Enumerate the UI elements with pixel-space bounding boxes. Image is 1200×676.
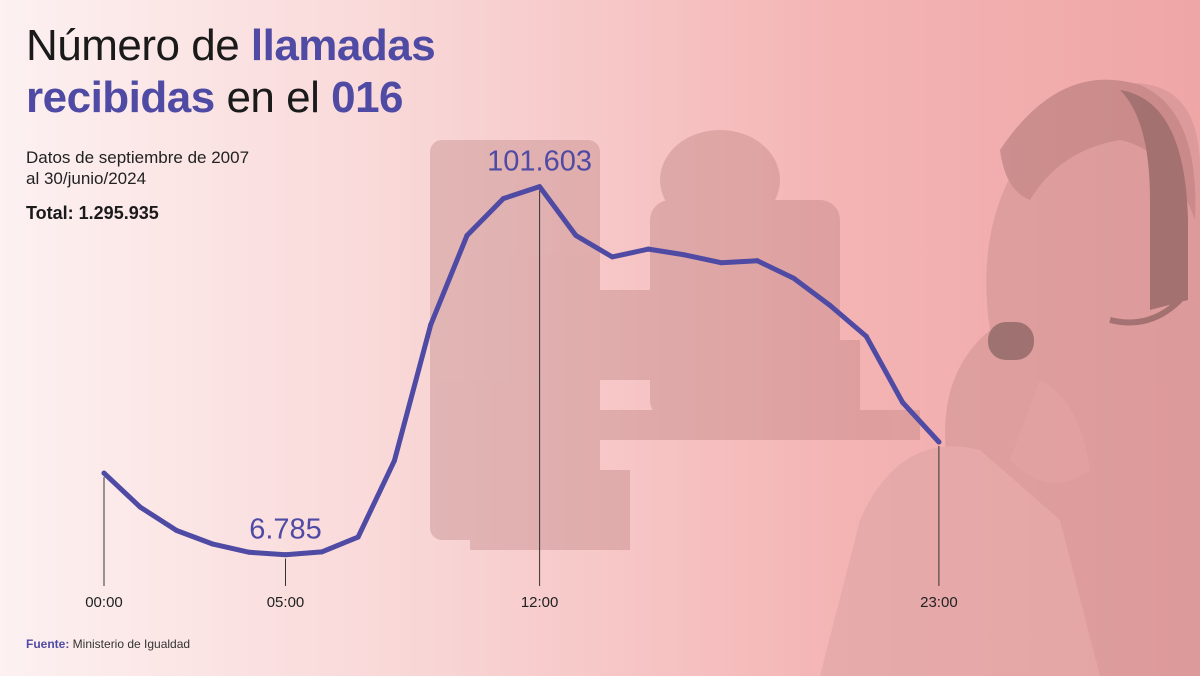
- data-point-0600: [319, 549, 325, 555]
- data-point-1200: [537, 184, 543, 190]
- data-point-2100: [863, 333, 869, 339]
- data-point-0900: [428, 322, 434, 328]
- source-note: Fuente: Ministerio de Igualdad: [26, 637, 190, 651]
- data-point-0000: [101, 470, 107, 476]
- source-text: Ministerio de Igualdad: [69, 637, 191, 651]
- data-point-1400: [609, 254, 615, 260]
- data-point-0300: [210, 541, 216, 547]
- data-point-1600: [682, 252, 688, 258]
- data-point-0100: [137, 504, 143, 510]
- data-point-1800: [754, 258, 760, 264]
- source-label: Fuente:: [26, 637, 70, 651]
- title-part-1: Número de: [26, 21, 251, 70]
- chart-title: Número de llamadas recibidas en el 016: [26, 20, 436, 124]
- x-tick-label-0000: 00:00: [85, 594, 123, 611]
- data-point-1700: [718, 260, 724, 266]
- data-point-0700: [355, 534, 361, 540]
- data-point-1100: [500, 196, 506, 202]
- x-tick-label-1200: 12:00: [521, 594, 559, 611]
- data-point-2000: [827, 302, 833, 308]
- data-label-0500: 6.785: [249, 514, 322, 546]
- title-part-2: llamadas: [250, 21, 436, 70]
- data-point-0800: [391, 458, 397, 464]
- data-point-1500: [646, 246, 651, 252]
- data-point-2300: [936, 439, 942, 445]
- data-point-0400: [246, 549, 252, 555]
- data-point-0500: [283, 552, 288, 558]
- data-label-1200: 101.603: [487, 146, 592, 178]
- series-line: [101, 184, 942, 558]
- title-part-5: 016: [331, 73, 404, 122]
- data-point-1900: [791, 275, 797, 281]
- data-point-0200: [174, 528, 180, 534]
- data-point-1300: [573, 233, 579, 239]
- x-tick-label-2300: 23:00: [920, 594, 958, 611]
- data-point-2200: [900, 399, 906, 405]
- data-point-1000: [464, 233, 470, 239]
- title-part-4: en el: [214, 73, 332, 122]
- title-part-3: recibidas: [26, 73, 215, 122]
- chart-subtitle: Datos de septiembre de 2007 al 30/junio/…: [26, 148, 250, 188]
- total-calls: Total: 1.295.935: [26, 203, 159, 223]
- x-tick-label-0500: 05:00: [267, 594, 305, 611]
